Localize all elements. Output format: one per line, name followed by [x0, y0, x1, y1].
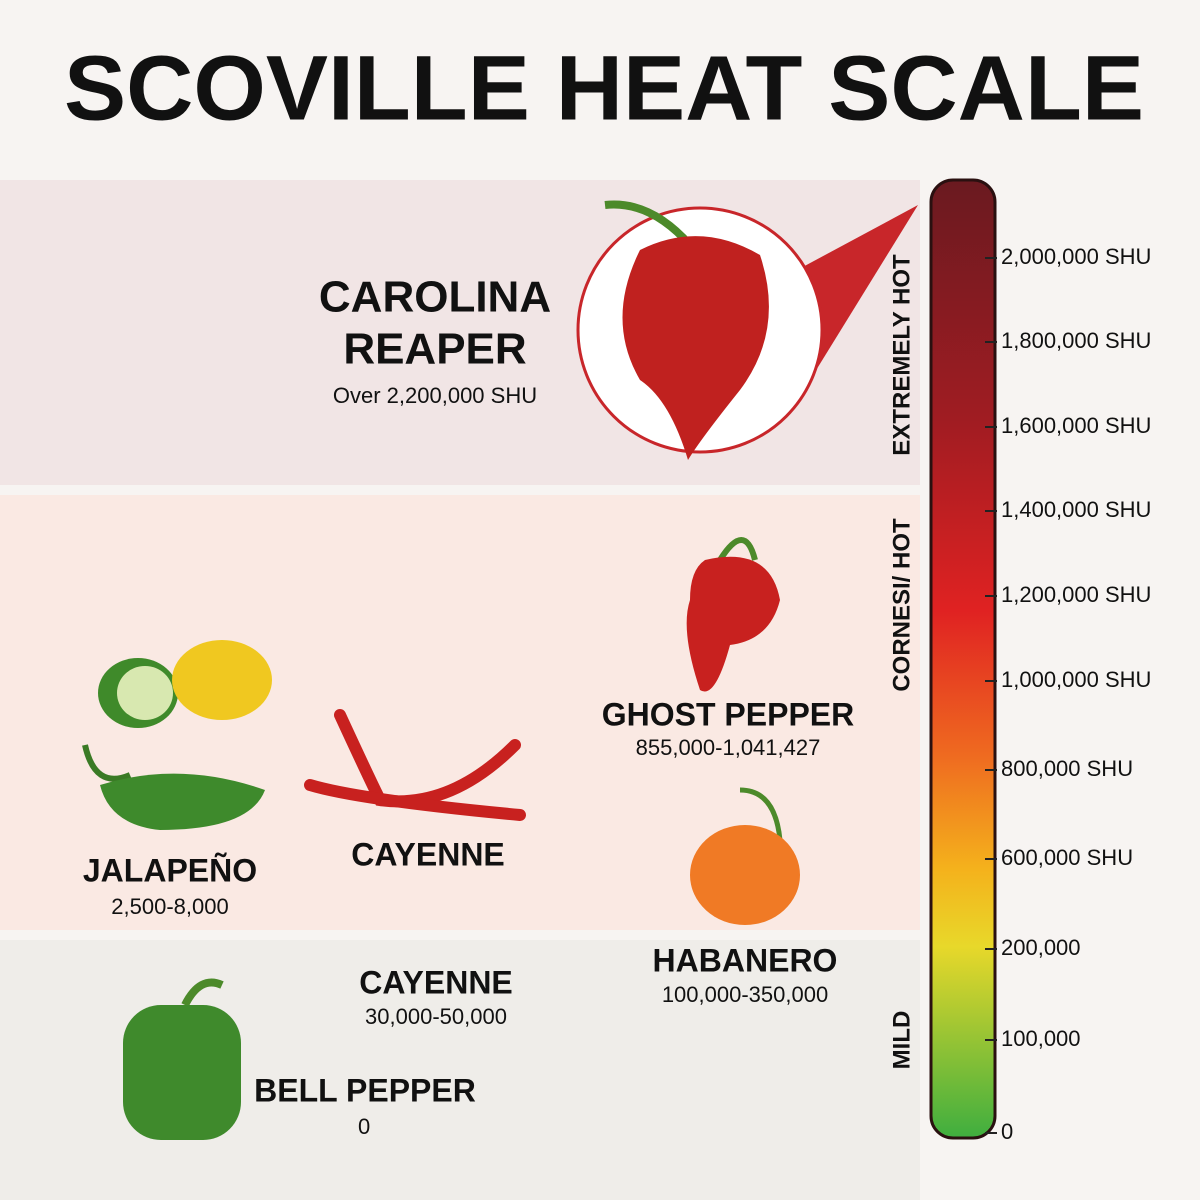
- pepper-name: BELL PEPPER: [254, 1072, 476, 1108]
- cayenne-icon: [304, 779, 526, 821]
- zone-label: MILD: [888, 1011, 915, 1070]
- pepper-range: 30,000-50,000: [365, 1004, 507, 1029]
- tick-label: 800,000 SHU: [1001, 756, 1133, 781]
- pepper-name: JALAPEÑO: [83, 852, 257, 888]
- stem: [717, 537, 758, 562]
- tick-label: 1,200,000 SHU: [1001, 582, 1151, 607]
- reaper-icon: [622, 236, 769, 460]
- tick-label: 100,000: [1001, 1026, 1081, 1051]
- pepper-name: CAYENNE: [359, 964, 513, 1000]
- pepper-name: REAPER: [343, 325, 526, 374]
- stem: [181, 978, 224, 1007]
- tick-label: 600,000 SHU: [1001, 845, 1133, 870]
- habanero-icon: [690, 825, 800, 925]
- pepper-range: 2,500-8,000: [111, 894, 228, 919]
- jalapeno-slice: [117, 666, 173, 720]
- pepper-name: HABANERO: [653, 942, 838, 978]
- tick-label: 200,000: [1001, 935, 1081, 960]
- zone-label: EXTREMELY HOT: [888, 254, 915, 456]
- jalapeno-icon: [100, 773, 265, 830]
- tick-label: 1,000,000 SHU: [1001, 667, 1151, 692]
- tick-label: 1,800,000 SHU: [1001, 328, 1151, 353]
- pepper-range: 855,000-1,041,427: [636, 735, 821, 760]
- stem: [82, 744, 132, 782]
- title: SCOVILLE HEAT SCALE: [64, 37, 1144, 139]
- pepper-name: CAROLINA: [319, 273, 551, 322]
- zone-label: CORNESI/ HOT: [888, 518, 915, 692]
- pepper-range: Over 2,200,000 SHU: [333, 383, 537, 408]
- stem: [739, 787, 783, 841]
- bell-pepper-icon: [123, 1005, 241, 1140]
- heat-bar: [929, 178, 997, 1140]
- tick-label: 1,400,000 SHU: [1001, 497, 1151, 522]
- tick-label: 0: [1001, 1119, 1013, 1144]
- pepper-range: 100,000-350,000: [662, 982, 828, 1007]
- stem: [604, 200, 693, 248]
- tick-label: 1,600,000 SHU: [1001, 413, 1151, 438]
- pepper-name: CAYENNE: [351, 836, 505, 872]
- yellow-pepper: [172, 640, 272, 720]
- tick-label: 2,000,000 SHU: [1001, 244, 1151, 269]
- pepper-range: 0: [358, 1114, 370, 1139]
- pepper-name: GHOST PEPPER: [602, 696, 855, 732]
- ghost-icon: [686, 556, 780, 692]
